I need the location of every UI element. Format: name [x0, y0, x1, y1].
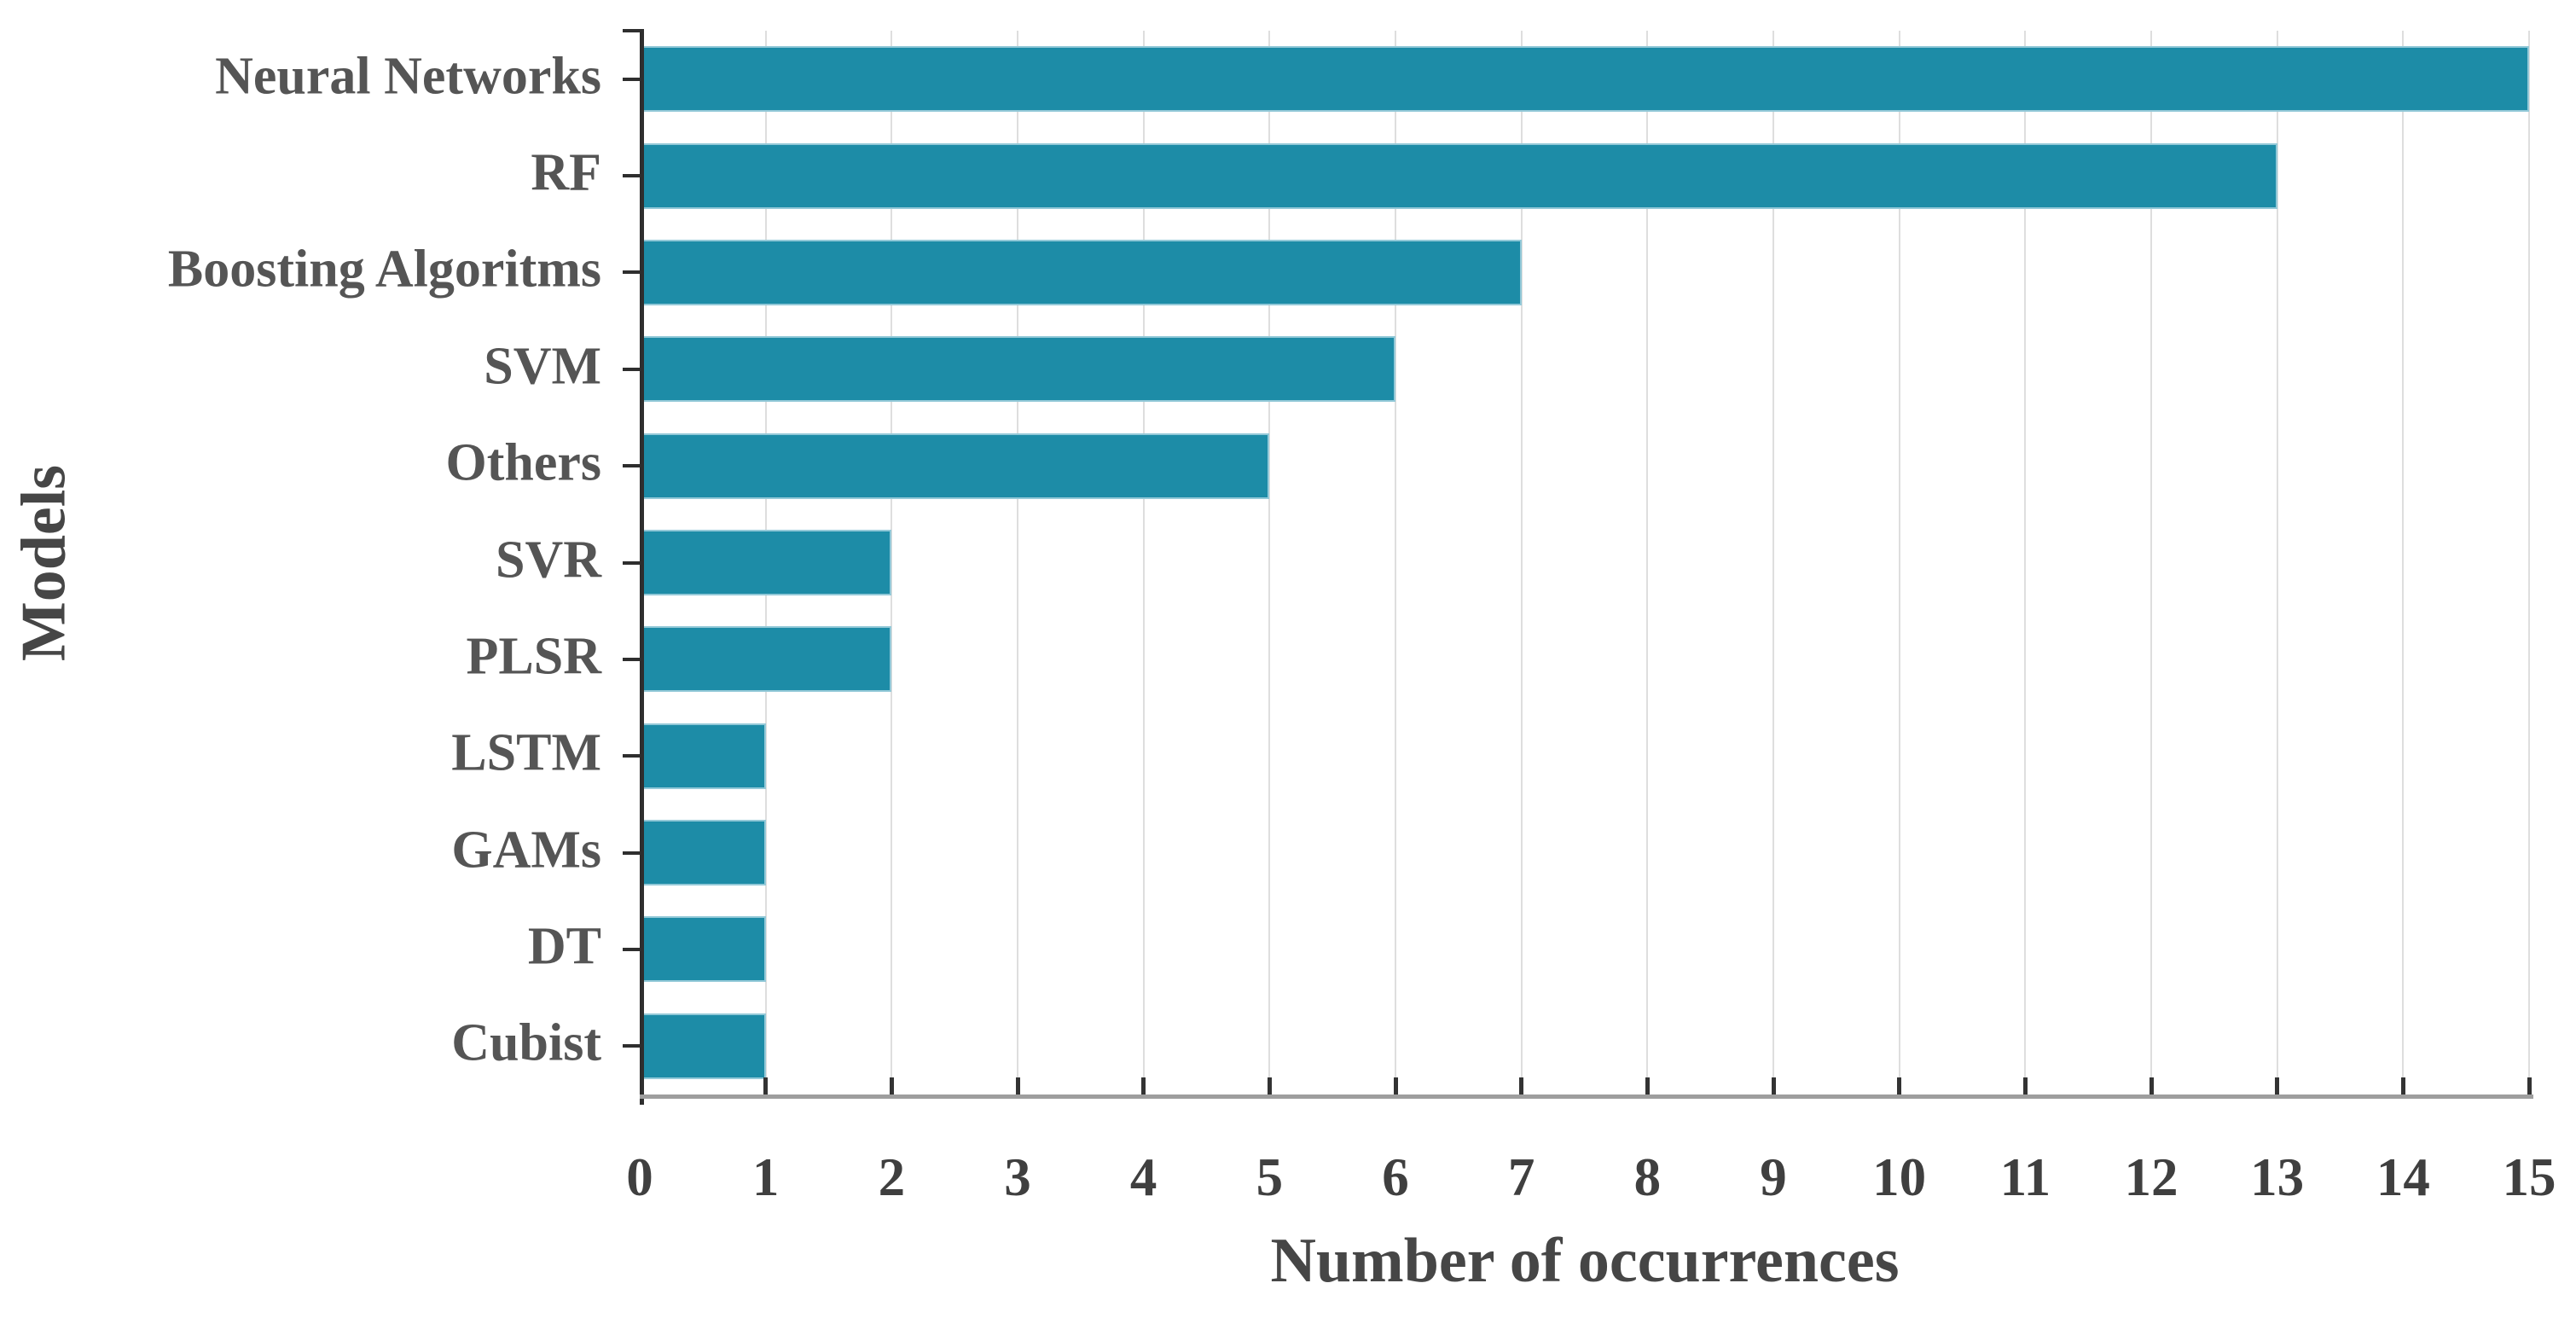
gridline-x2: [891, 31, 893, 1094]
x-tick-2: [889, 1077, 894, 1094]
bar-lstm: [640, 723, 766, 789]
y-tick-gams: [623, 851, 640, 855]
category-label-svm: SVM: [484, 337, 601, 396]
x-tick-label-6: 6: [1382, 1147, 1409, 1207]
x-axis-line: [640, 1094, 2533, 1099]
category-label-svr: SVR: [495, 531, 601, 589]
gridline-x8: [1646, 31, 1649, 1094]
x-tick-6: [1393, 1077, 1398, 1094]
gridline-x11: [2024, 31, 2027, 1094]
x-tick-12: [2149, 1077, 2154, 1094]
gridline-x6: [1395, 31, 1396, 1094]
x-tick-label-8: 8: [1633, 1147, 1662, 1207]
gridline-x12: [2150, 31, 2152, 1094]
category-label-neural-networks: Neural Networks: [215, 47, 601, 106]
y-tick-cubist: [623, 1044, 640, 1048]
category-label-plsr: PLSR: [466, 627, 601, 686]
x-tick-13: [2275, 1077, 2280, 1094]
bar-rf: [640, 142, 2277, 209]
bar-plsr: [640, 626, 892, 693]
x-tick-4: [1141, 1077, 1146, 1094]
gridline-x13: [2276, 31, 2278, 1094]
y-axis-title: Models: [9, 464, 79, 662]
gridline-x5: [1268, 31, 1271, 1094]
gridline-x3: [1017, 31, 1018, 1094]
x-tick-5: [1267, 1077, 1272, 1094]
y-tick-boosting-algoritms: [623, 270, 640, 275]
x-tick-14: [2400, 1077, 2405, 1094]
x-tick-label-14: 14: [2376, 1147, 2430, 1207]
category-label-cubist: Cubist: [451, 1013, 601, 1072]
x-axis-title: Number of occurrences: [1270, 1226, 1900, 1296]
bar-dt: [640, 916, 766, 983]
x-tick-label-4: 4: [1129, 1147, 1157, 1207]
x-tick-label-11: 11: [1999, 1147, 2051, 1207]
bar-neural-networks: [640, 46, 2529, 113]
gridline-x7: [1520, 31, 1523, 1094]
bar-gams: [640, 820, 766, 886]
x-tick-label-2: 2: [878, 1147, 906, 1207]
gridline-x10: [1898, 31, 1900, 1094]
category-label-others: Others: [445, 433, 601, 492]
x-tick-label-1: 1: [751, 1147, 780, 1207]
x-tick-1: [763, 1077, 769, 1094]
gridline-x14: [2402, 31, 2405, 1094]
category-label-lstm: LSTM: [451, 723, 601, 782]
y-tick-neural-networks: [623, 77, 640, 81]
x-tick-7: [1519, 1077, 1524, 1094]
gridline-x9: [1772, 31, 1774, 1094]
x-tick-9: [1771, 1077, 1776, 1094]
y-tick-rf: [623, 174, 640, 178]
x-tick-8: [1645, 1077, 1650, 1094]
x-tick-label-12: 12: [2124, 1147, 2179, 1207]
bar-others: [640, 433, 1270, 499]
x-tick-3: [1015, 1077, 1020, 1094]
bar-boosting-algoritms: [640, 239, 1522, 305]
x-tick-label-5: 5: [1256, 1147, 1284, 1207]
x-tick-15: [2527, 1077, 2532, 1094]
bar-svr: [640, 530, 892, 595]
category-label-gams: GAMs: [451, 821, 601, 880]
category-label-dt: DT: [527, 917, 601, 976]
x-tick-11: [2022, 1077, 2028, 1094]
gridline-x15: [2528, 31, 2530, 1094]
y-tick-plsr: [623, 657, 640, 661]
bar-cubist: [640, 1013, 766, 1079]
y-tick-svr: [623, 560, 640, 565]
y-axis-line: [640, 29, 644, 1105]
gridline-x4: [1142, 31, 1145, 1094]
x-tick-label-15: 15: [2502, 1147, 2556, 1207]
y-tick-dt: [623, 947, 640, 951]
x-tick-label-7: 7: [1507, 1147, 1535, 1207]
x-tick-label-10: 10: [1872, 1147, 1927, 1207]
x-tick-10: [1897, 1077, 1902, 1094]
x-tick-label-9: 9: [1760, 1147, 1787, 1207]
y-tick-others: [623, 464, 640, 468]
y-tick-svm: [623, 367, 640, 371]
x-tick-label-0: 0: [626, 1147, 653, 1207]
bar-svm: [640, 336, 1395, 403]
y-axis-top-cap-tick: [623, 29, 644, 32]
x-tick-label-13: 13: [2250, 1147, 2305, 1207]
category-label-boosting-algoritms: Boosting Algoritms: [167, 241, 601, 299]
x-tick-label-3: 3: [1004, 1147, 1031, 1207]
category-label-rf: RF: [531, 143, 601, 202]
y-tick-lstm: [623, 754, 640, 758]
